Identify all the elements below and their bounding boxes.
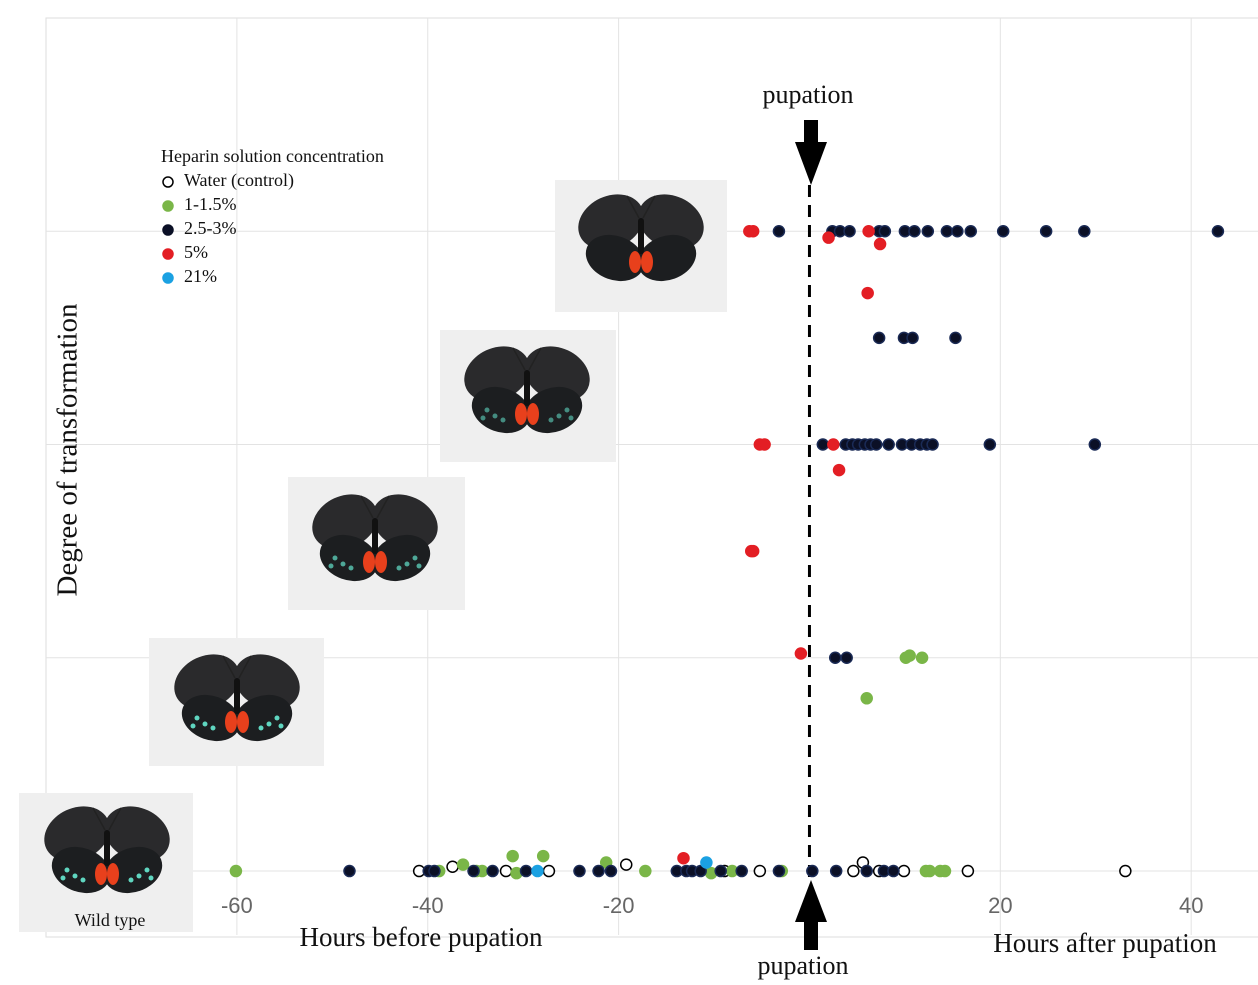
data-point	[830, 652, 841, 663]
data-point	[344, 866, 355, 877]
data-point	[1120, 866, 1131, 877]
x-tick-label: -20	[603, 893, 635, 918]
data-point	[965, 226, 976, 237]
data-point	[773, 866, 784, 877]
legend-label: 2.5-3%	[184, 218, 237, 238]
data-point	[924, 866, 935, 877]
butterfly-images: Wild type	[19, 180, 727, 932]
data-point	[874, 332, 885, 343]
data-point	[1212, 226, 1223, 237]
data-point	[736, 866, 747, 877]
data-point	[844, 226, 855, 237]
data-point	[521, 866, 532, 877]
legend-marker	[163, 273, 173, 283]
legend: Heparin solution concentration Water (co…	[161, 146, 384, 286]
data-point	[907, 332, 918, 343]
data-point	[447, 861, 458, 872]
data-point	[871, 439, 882, 450]
legend-marker	[163, 225, 173, 235]
data-point	[817, 439, 828, 450]
data-point	[950, 332, 961, 343]
pupation-label: pupation	[758, 951, 849, 980]
data-point	[640, 866, 651, 877]
x-tick-label: -40	[412, 893, 444, 918]
data-point	[922, 226, 933, 237]
x-axis-label: Hours after pupation	[993, 928, 1217, 958]
data-point	[823, 232, 834, 243]
data-point	[984, 439, 995, 450]
data-point	[701, 857, 712, 868]
data-point	[898, 866, 909, 877]
data-point	[909, 226, 920, 237]
data-point	[593, 866, 604, 877]
data-point	[748, 226, 759, 237]
data-point	[1089, 439, 1100, 450]
data-point	[862, 288, 873, 299]
legend-label: 1-1.5%	[184, 194, 237, 214]
data-point	[748, 546, 759, 557]
x-tick-label: -60	[221, 893, 253, 918]
legend-marker	[163, 249, 173, 259]
data-point	[429, 866, 440, 877]
data-point	[904, 650, 915, 661]
legend-title: Heparin solution concentration	[161, 146, 384, 166]
data-point	[834, 465, 845, 476]
data-point	[230, 866, 241, 877]
data-point	[917, 652, 928, 663]
data-point	[468, 866, 479, 877]
data-point	[841, 652, 852, 663]
data-point	[621, 859, 632, 870]
data-point	[507, 851, 518, 862]
data-point	[532, 866, 543, 877]
x-axis-label: Hours before pupation	[300, 922, 543, 952]
data-point	[500, 866, 511, 877]
data-point	[962, 866, 973, 877]
data-point	[861, 693, 872, 704]
data-point	[941, 226, 952, 237]
data-point	[759, 439, 770, 450]
data-point	[487, 866, 498, 877]
data-point	[538, 851, 549, 862]
data-point	[828, 439, 839, 450]
data-point	[773, 226, 784, 237]
data-point	[939, 866, 950, 877]
x-tick-label: 20	[988, 893, 1012, 918]
data-point	[1041, 226, 1052, 237]
y-axis-label: Degree of transformation	[52, 303, 84, 597]
data-point	[879, 226, 890, 237]
image-caption: Wild type	[75, 910, 146, 930]
data-point	[861, 866, 872, 877]
data-point	[605, 866, 616, 877]
data-point	[574, 866, 585, 877]
data-point	[952, 226, 963, 237]
legend-label: 5%	[184, 242, 208, 262]
data-point	[883, 439, 894, 450]
data-point	[927, 439, 938, 450]
legend-marker	[163, 201, 173, 211]
data-point	[795, 648, 806, 659]
legend-label: Water (control)	[184, 170, 294, 191]
data-point	[807, 866, 818, 877]
legend-marker	[163, 177, 173, 187]
data-point	[1079, 226, 1090, 237]
chart: -60 -40 -20 20 40 Wild type pupation pupatio…	[0, 0, 1258, 985]
data-point	[678, 853, 689, 864]
data-point	[831, 866, 842, 877]
arrows	[795, 120, 827, 950]
data-point	[715, 866, 726, 877]
data-point	[543, 866, 554, 877]
data-point	[754, 866, 765, 877]
data-point	[998, 226, 1009, 237]
data-point	[848, 866, 859, 877]
data-point	[863, 226, 874, 237]
data-point	[458, 859, 469, 870]
pupation-label: pupation	[763, 80, 854, 109]
x-tick-label: 40	[1179, 893, 1203, 918]
data-point	[888, 866, 899, 877]
data-point	[875, 239, 886, 250]
legend-label: 21%	[184, 266, 217, 286]
